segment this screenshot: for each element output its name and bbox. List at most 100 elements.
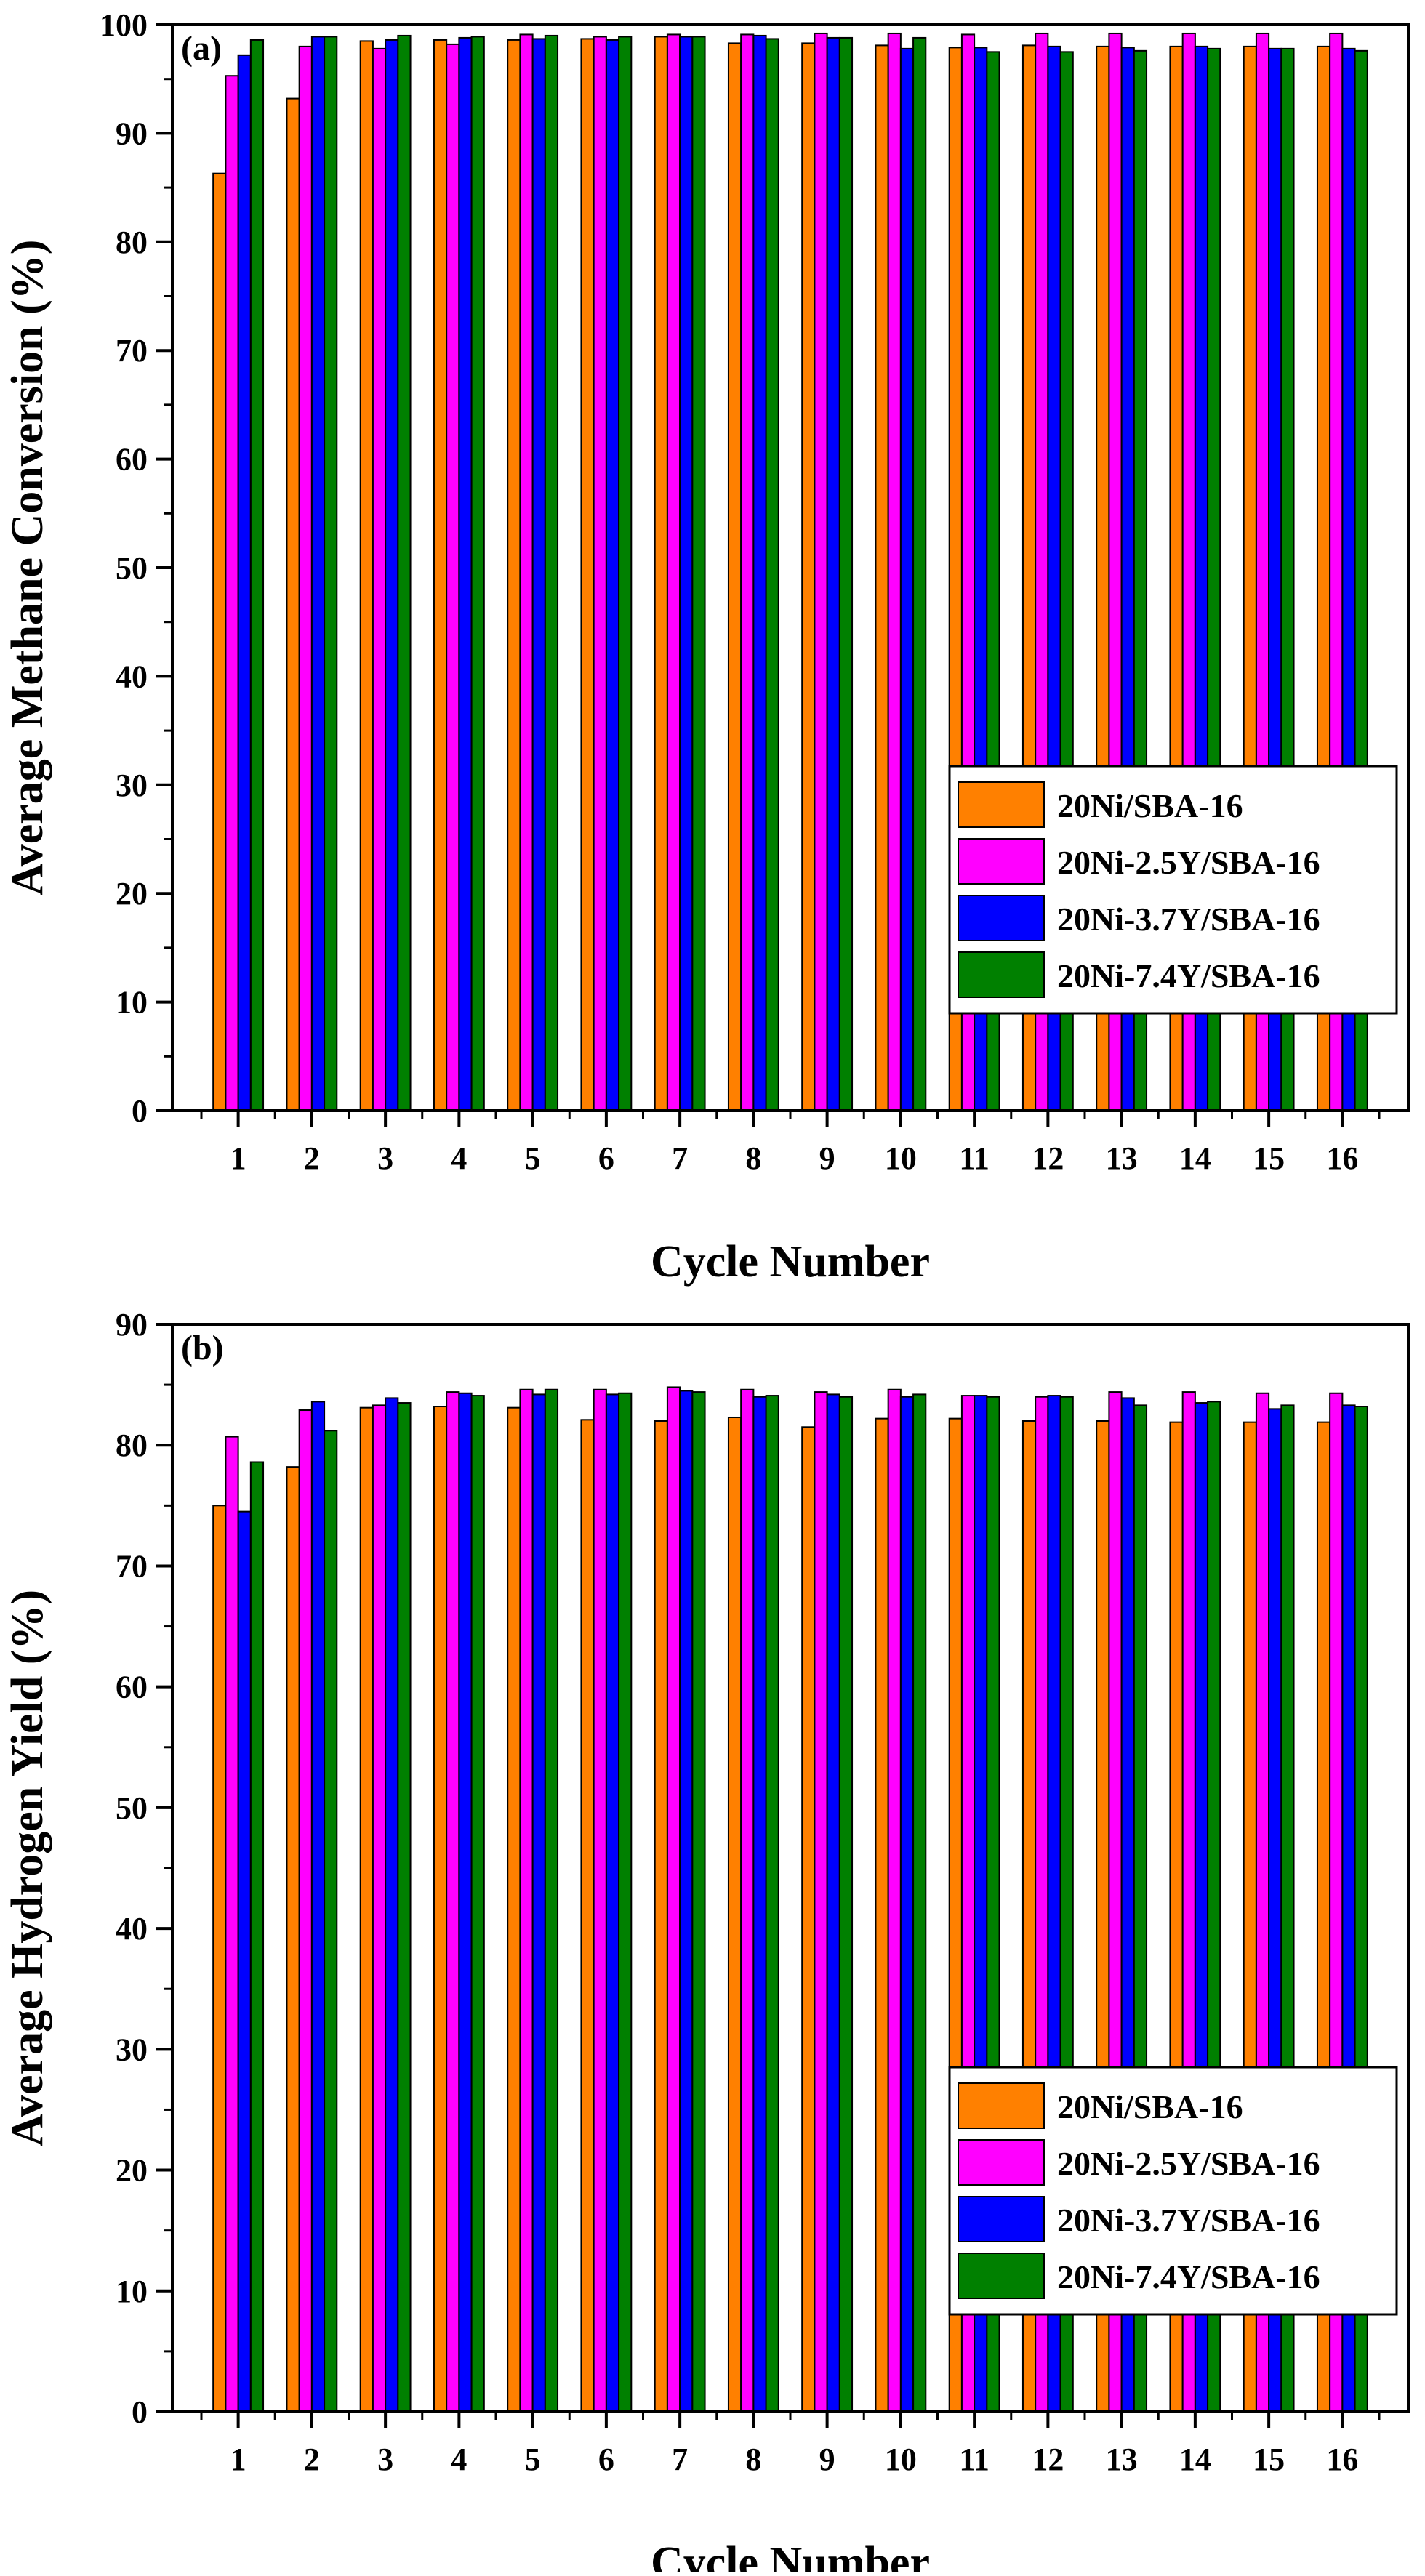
bar [605,39,620,1111]
y-tick-label: 20 [116,876,148,911]
bar [359,1406,374,2412]
legend-swatch [958,2139,1045,2186]
bar [298,45,313,1111]
bar [593,36,607,1111]
legend: 20Ni/SBA-16 20Ni-2.5Y/SBA-16 20Ni-3.7Y/SBA… [948,765,1398,1015]
x-tick-label: 9 [819,1140,835,1176]
bar [887,32,902,1112]
bar [446,43,460,1111]
x-tick-label: 7 [672,2442,688,2477]
bar [225,75,239,1112]
y-tick-label: 0 [132,1093,148,1129]
y-tick-label: 20 [116,2153,148,2189]
bar [654,1420,668,2412]
bar [727,42,742,1111]
bar [310,1401,326,2412]
bar [727,1416,742,2412]
bar [679,1390,694,2412]
x-tick-label: 6 [598,2442,614,2477]
bar [765,38,779,1111]
x-axis-title: Cycle Number [651,2538,930,2572]
y-axis-title: Average Methane Conversion (%) [3,240,52,896]
bar [740,33,755,1112]
x-tick-label: 2 [304,2442,320,2477]
bar [765,1395,779,2412]
bar [519,1388,534,2412]
bar [286,97,300,1112]
y-tick-label: 0 [132,2394,148,2430]
bar [912,36,927,1111]
bar [691,36,706,1111]
y-tick-label: 40 [116,1911,148,1947]
y-tick-label: 40 [116,659,148,694]
bar [875,1417,889,2412]
bar [531,38,546,1111]
y-tick-label: 80 [116,225,148,260]
legend-label: 20Ni-2.5Y/SBA-16 [1057,844,1320,881]
bar [912,1393,927,2412]
bar [397,34,412,1112]
x-tick-label: 7 [672,1140,688,1176]
x-tick-label: 12 [1032,1140,1064,1176]
x-tick-label: 3 [377,2442,393,2477]
bar [385,39,399,1111]
bar [752,34,767,1112]
bar [618,36,633,1111]
bar [618,1392,633,2412]
bar [359,40,374,1111]
bar [838,36,854,1111]
bar [580,38,595,1111]
y-tick-label: 50 [116,1790,148,1826]
y-tick-label: 90 [116,1307,148,1343]
bar [324,1430,338,2412]
x-tick-label: 8 [745,2442,761,2477]
x-tick-label: 4 [451,2442,467,2477]
bar [826,1393,840,2412]
y-tick-label: 60 [116,1670,148,1705]
y-tick-label: 30 [116,2032,148,2067]
y-tick-label: 10 [116,2274,148,2309]
bar [531,1393,546,2412]
bar [433,1406,448,2412]
x-tick-label: 5 [525,1140,541,1176]
bar [212,172,227,1111]
bar [887,1388,902,2412]
bar [740,1388,755,2412]
bar [899,1396,915,2412]
y-tick-label: 50 [116,550,148,586]
legend-label: 20Ni-3.7Y/SBA-16 [1057,901,1320,938]
bar [249,39,265,1111]
x-tick-label: 9 [819,2442,835,2477]
panel-label: (a) [181,29,222,68]
x-tick-label: 10 [885,1140,917,1176]
panel-label: (b) [181,1329,224,1367]
bar [666,1386,681,2412]
x-tick-label: 12 [1032,2442,1064,2477]
legend-label: 20Ni-2.5Y/SBA-16 [1057,2145,1320,2182]
bar [372,1404,387,2412]
bar [580,1419,595,2412]
x-tick-label: 1 [230,1140,246,1176]
bar [814,32,828,1112]
x-tick-label: 4 [451,1140,467,1176]
x-tick-label: 13 [1106,1140,1138,1176]
y-tick-label: 100 [100,7,148,43]
bar [752,1396,767,2412]
y-tick-label: 60 [116,442,148,478]
bar [458,1392,473,2412]
legend-label: 20Ni/SBA-16 [1057,2088,1243,2125]
x-tick-label: 15 [1253,1140,1285,1176]
bar [875,44,889,1111]
legend-swatch [958,951,1045,998]
bar [507,39,521,1111]
bar [826,36,840,1111]
x-tick-label: 6 [598,1140,614,1176]
bar [237,54,252,1112]
y-tick-label: 70 [116,1548,148,1584]
bar [605,1393,620,2412]
bar [679,36,694,1111]
bar [691,1391,706,2412]
bar [237,1510,252,2412]
